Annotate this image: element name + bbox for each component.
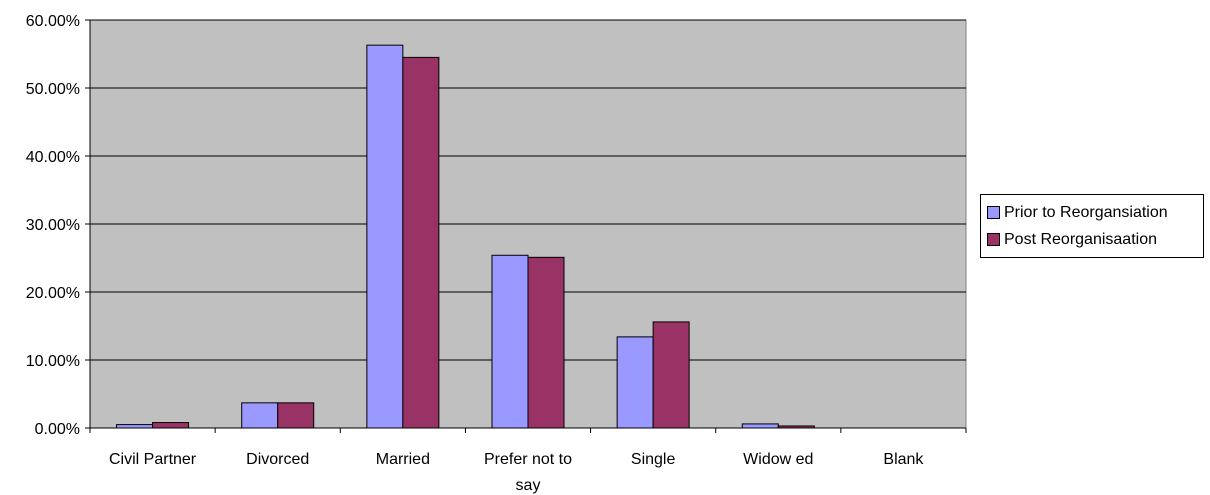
bar [241,402,279,429]
legend-label-prior: Prior to Reorgansiation [1004,203,1168,221]
legend-item-post: Post Reorganisaation [987,226,1197,253]
y-tick-label: 40.00% [26,149,80,166]
bar [402,56,440,429]
legend-label-post: Post Reorganisaation [1004,230,1157,248]
bar [527,256,565,429]
legend-item-prior: Prior to Reorgansiation [987,199,1197,226]
bars [116,44,815,429]
x-category-label: Prefer not to [484,451,572,468]
y-tick-label: 20.00% [26,285,80,302]
y-tick-label: 30.00% [26,217,80,234]
bar [491,254,529,429]
bar [366,44,404,429]
axes [85,19,967,433]
x-category-label: Single [631,451,676,468]
x-category-label: Civil Partner [109,451,197,468]
legend-swatch-prior [987,206,1000,219]
x-category-label: Blank [883,451,924,468]
x-category-label: say [516,477,541,494]
x-axis-category-labels: Civil Partner Divorced Married Prefer not t… [109,451,924,494]
y-tick-label: 60.00% [26,13,80,30]
legend-swatch-post [987,233,1000,246]
bar [616,336,654,429]
x-category-label: Divorced [246,451,309,468]
bar [116,424,154,429]
bar [277,402,315,429]
y-tick-label: 0.00% [35,421,80,438]
gridlines [90,19,966,361]
bar [652,321,690,429]
x-category-label: Married [376,451,430,468]
bar [741,423,779,429]
y-axis-tick-labels: 0.00% 10.00% 20.00% 30.00% 40.00% 50.00% 60.00… [26,13,80,438]
y-tick-label: 50.00% [26,81,80,98]
legend: Prior to Reorgansiation Post Reorganisaa… [980,194,1204,258]
y-tick-label: 10.00% [26,353,80,370]
x-category-label: Widow ed [743,451,813,468]
bar [152,422,190,429]
